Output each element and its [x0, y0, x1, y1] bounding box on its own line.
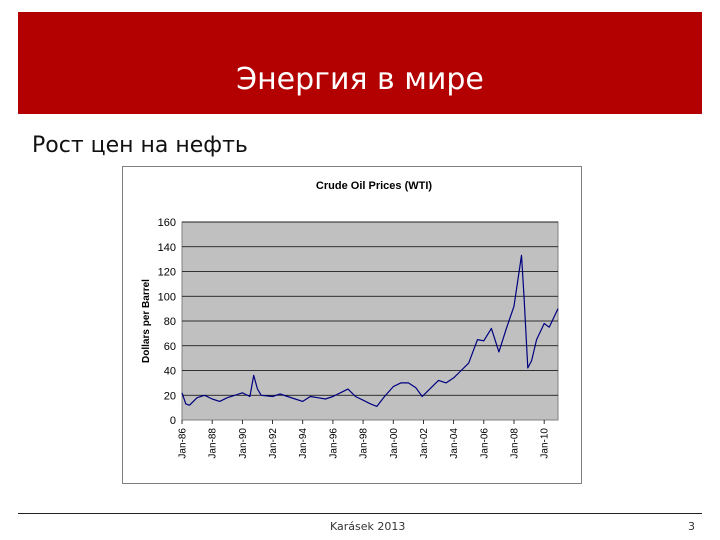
- y-tick-label: 160: [158, 217, 176, 229]
- price-line: [181, 254, 559, 407]
- page-number: 3: [688, 520, 695, 533]
- slide-subtitle: Рост цен на нефть: [32, 133, 248, 158]
- chart-title: Crude Oil Prices (WTI): [316, 180, 432, 192]
- y-tick-label: 40: [164, 366, 176, 378]
- x-tick-label: Jan-04: [449, 428, 460, 459]
- oil-price-chart: Crude Oil Prices (WTI) 0 20 40 60 80 100 120 140…: [122, 166, 582, 484]
- x-tick-label: Jan-88: [208, 428, 219, 459]
- x-tick-label: Jan-10: [540, 428, 551, 459]
- x-tick-label: Jan-00: [389, 428, 400, 459]
- y-tick-label: 60: [164, 341, 176, 353]
- y-tick-label: 20: [164, 390, 176, 402]
- x-tick-label: Jan-90: [238, 428, 249, 459]
- x-tick-label: Jan-02: [419, 428, 430, 459]
- slide-title: Энергия в мире: [236, 62, 484, 97]
- x-tick-label: Jan-98: [359, 428, 370, 459]
- footer-author: Karásek 2013: [330, 520, 406, 533]
- y-axis-label: Dollars per Barrel: [141, 279, 152, 363]
- x-tick-label: Jan-94: [298, 428, 309, 459]
- y-tick-label: 120: [158, 267, 176, 279]
- y-tick-label: 140: [158, 242, 176, 254]
- chart-container: Crude Oil Prices (WTI) 0 20 40 60 80 100 120 140…: [122, 166, 582, 484]
- x-tick-label: Jan-86: [178, 428, 189, 459]
- x-tick-label: Jan-06: [479, 428, 490, 459]
- y-tick-label: 80: [164, 316, 176, 328]
- title-banner: Энергия в мире: [18, 12, 702, 114]
- y-tick-label: 100: [158, 291, 176, 303]
- x-tick-label: Jan-96: [328, 428, 339, 459]
- footer-divider: [18, 513, 702, 514]
- x-tick-label: Jan-92: [268, 428, 279, 459]
- y-tick-label: 0: [170, 415, 176, 427]
- x-tick-label: Jan-08: [509, 428, 520, 459]
